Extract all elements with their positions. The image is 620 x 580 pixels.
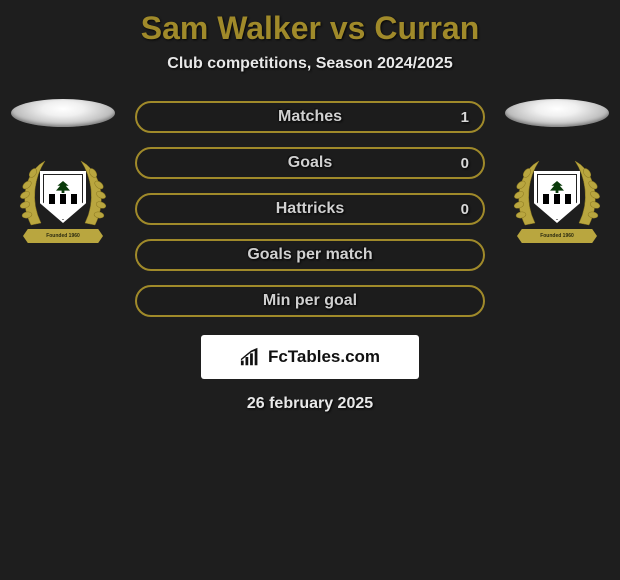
- right-badge-ribbon: Founded 1960: [517, 229, 597, 243]
- stat-label: Min per goal: [263, 292, 357, 310]
- stat-row-matches: Matches 1: [135, 101, 485, 133]
- footer-date: 26 february 2025: [0, 395, 620, 413]
- brand-badge[interactable]: FcTables.com: [201, 335, 419, 379]
- chart-icon: [240, 347, 262, 367]
- brand-text: FcTables.com: [268, 347, 380, 367]
- stat-row-hattricks: Hattricks 0: [135, 193, 485, 225]
- stat-row-min-per-goal: Min per goal: [135, 285, 485, 317]
- stat-right-value: 0: [461, 155, 469, 172]
- right-player-column: Founded 1960: [502, 99, 612, 245]
- right-club-badge: Founded 1960: [507, 155, 607, 245]
- stats-column: Matches 1 Goals 0 Hattricks 0 Goals per …: [135, 99, 485, 317]
- left-player-column: Founded 1960: [8, 99, 118, 245]
- left-player-avatar-placeholder: [11, 99, 115, 127]
- left-badge-ribbon: Founded 1960: [23, 229, 103, 243]
- left-club-badge: Founded 1960: [13, 155, 113, 245]
- comparison-card: Sam Walker vs Curran Club competitions, …: [0, 0, 620, 413]
- stat-label: Goals: [288, 154, 332, 172]
- main-row: Founded 1960 Matches 1 Goals 0 Hattricks…: [0, 99, 620, 317]
- page-subtitle: Club competitions, Season 2024/2025: [0, 55, 620, 99]
- right-player-avatar-placeholder: [505, 99, 609, 127]
- stat-label: Matches: [278, 108, 342, 126]
- stat-row-goals-per-match: Goals per match: [135, 239, 485, 271]
- stat-right-value: 1: [461, 109, 469, 126]
- page-title: Sam Walker vs Curran: [0, 6, 620, 55]
- stat-right-value: 0: [461, 201, 469, 218]
- stat-label: Goals per match: [247, 246, 372, 264]
- footer: FcTables.com 26 february 2025: [0, 335, 620, 413]
- stat-row-goals: Goals 0: [135, 147, 485, 179]
- stat-label: Hattricks: [276, 200, 344, 218]
